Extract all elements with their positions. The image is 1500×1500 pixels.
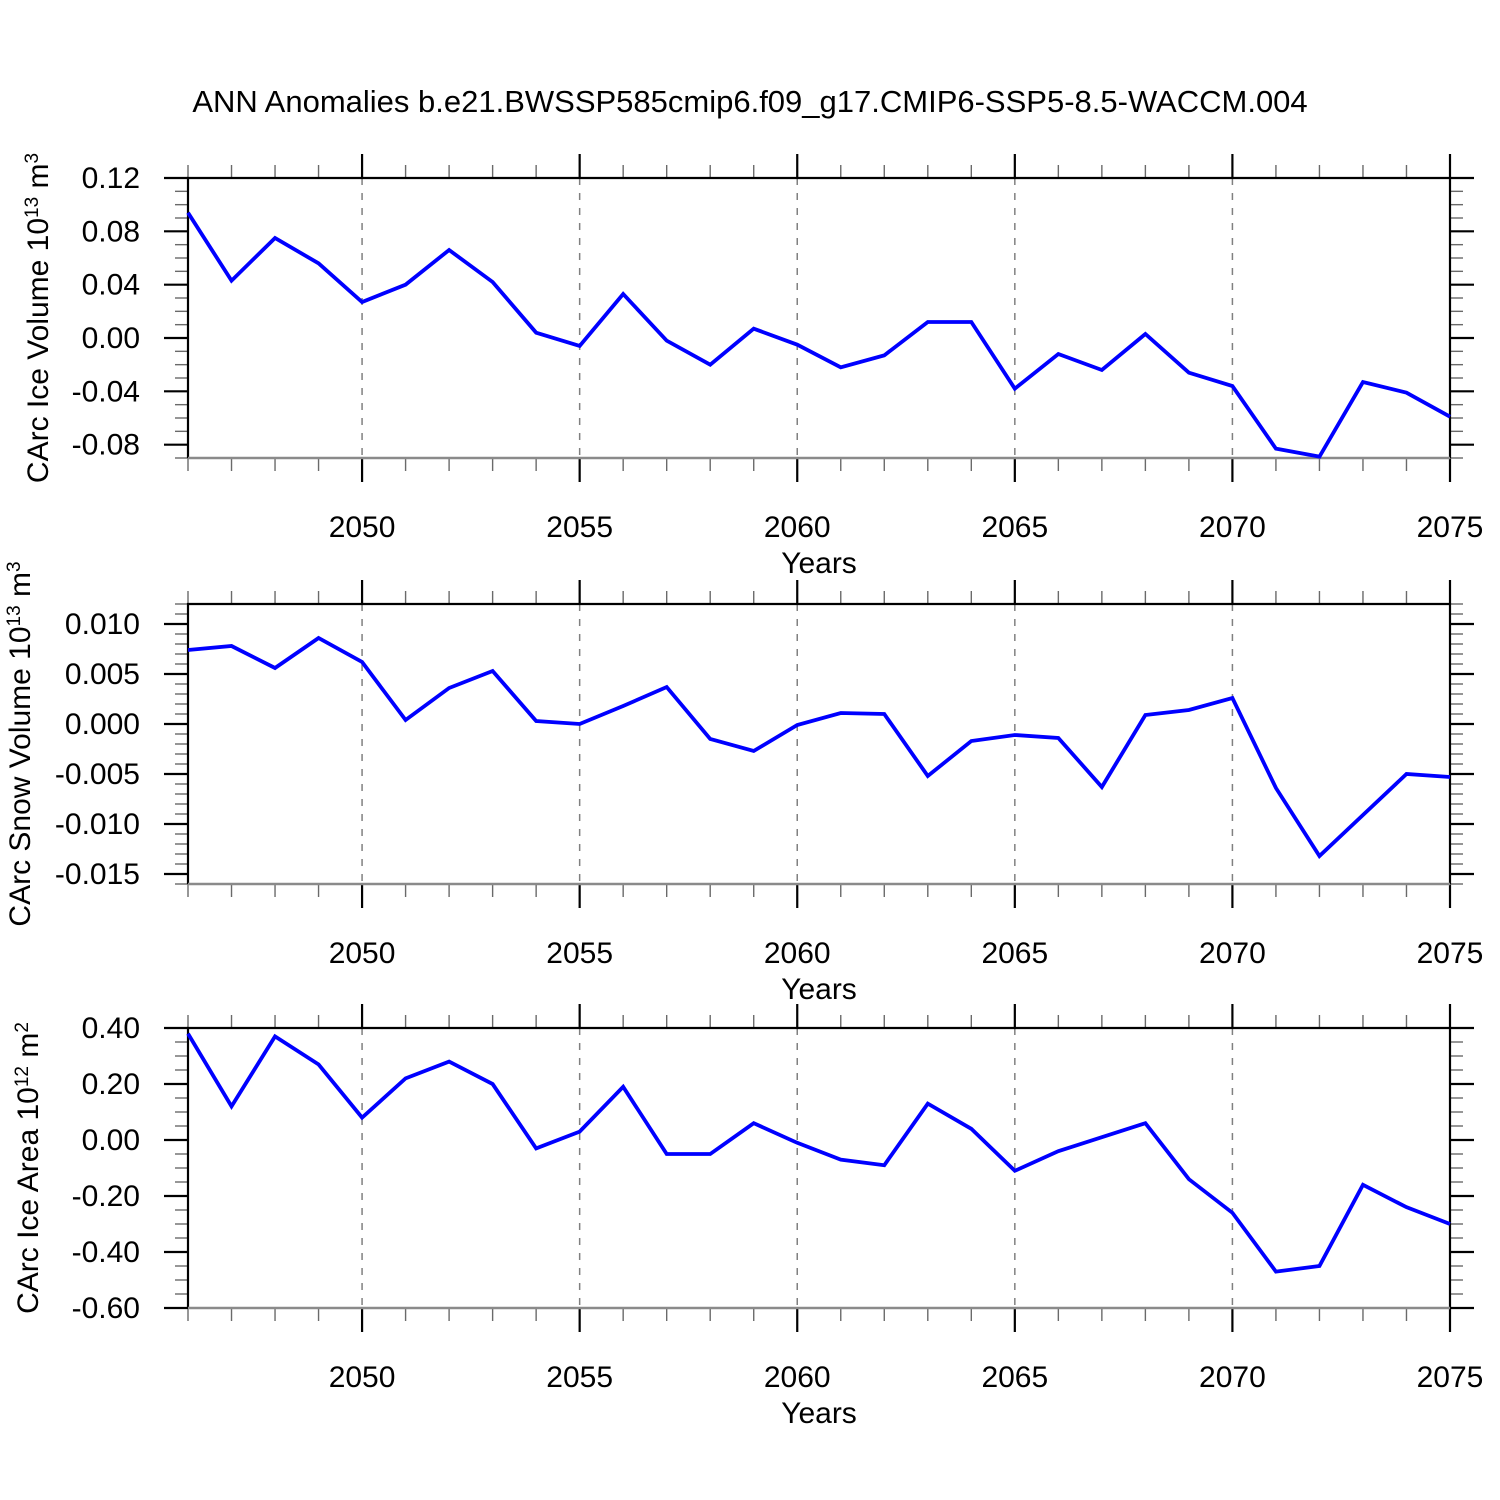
y-tick-label: -0.010: [55, 808, 140, 841]
y-tick-label: -0.04: [72, 375, 140, 408]
y-axis-title-carc-ice-volume: CArc Ice Volume 1013 m3: [22, 153, 55, 483]
y-tick-labels-carc-ice-volume: 0.12 0.08 0.04 0.00 -0.04 -0.08: [72, 162, 140, 462]
y-tick-label: 0.00: [82, 1124, 140, 1157]
x-tick-labels-carc-snow-volume: 2050 2055 2060 2065 2070 2075: [329, 937, 1484, 970]
x-tick-label: 2050: [329, 511, 396, 544]
x-tick-label: 2055: [546, 511, 613, 544]
ticks-carc-ice-volume: [164, 154, 1474, 482]
chart-title: ANN Anomalies b.e21.BWSSP585cmip6.f09_g1…: [192, 84, 1307, 119]
y-tick-label: 0.12: [82, 162, 140, 195]
ticks-carc-snow-volume: [164, 580, 1474, 908]
y-tick-label: 0.000: [65, 708, 140, 741]
x-tick-label: 2050: [329, 1361, 396, 1394]
plot-border-carc-snow-volume: [186, 602, 1452, 884]
x-tick-label: 2055: [546, 1361, 613, 1394]
y-tick-label: 0.005: [65, 658, 140, 691]
x-tick-label: 2050: [329, 937, 396, 970]
x-tick-label: 2060: [764, 937, 831, 970]
x-tick-label: 2055: [546, 937, 613, 970]
y-tick-label: 0.010: [65, 608, 140, 641]
y-tick-label: 0.00: [82, 322, 140, 355]
plot-border-carc-ice-volume: [186, 176, 1452, 458]
y-tick-label: -0.20: [72, 1180, 140, 1213]
y-tick-label: -0.08: [72, 429, 140, 462]
y-tick-label: 0.40: [82, 1012, 140, 1045]
x-tick-label: 2075: [1417, 937, 1484, 970]
plot-border-carc-ice-area: [186, 1026, 1452, 1308]
ticks-carc-ice-area: [164, 1004, 1474, 1332]
gridlines-carc-snow-volume: [361, 604, 1234, 884]
y-tick-label: -0.60: [72, 1292, 140, 1325]
y-tick-label: -0.015: [55, 858, 140, 891]
x-axis-title-carc-ice-volume: Years: [781, 547, 857, 580]
x-tick-label: 2070: [1199, 1361, 1266, 1394]
y-axis-title-carc-snow-volume: CArc Snow Volume 1013 m3: [4, 561, 37, 926]
x-tick-label: 2060: [764, 511, 831, 544]
x-tick-label: 2075: [1417, 511, 1484, 544]
x-axis-title-carc-ice-area: Years: [781, 1397, 857, 1430]
data-line-carc-ice-volume: [186, 211, 1451, 459]
y-tick-label: -0.005: [55, 758, 140, 791]
x-tick-label: 2065: [981, 937, 1048, 970]
x-tick-labels-carc-ice-volume: 2050 2055 2060 2065 2070 2075: [329, 511, 1484, 544]
x-tick-label: 2065: [981, 1361, 1048, 1394]
y-tick-label: 0.04: [82, 269, 140, 302]
x-tick-label: 2065: [981, 511, 1048, 544]
x-tick-label: 2070: [1199, 511, 1266, 544]
data-line-carc-ice-area: [186, 1032, 1451, 1274]
x-axis-title-carc-snow-volume: Years: [781, 973, 857, 1006]
y-tick-labels-carc-snow-volume: 0.010 0.005 0.000 -0.005 -0.010 -0.015: [55, 608, 140, 891]
y-tick-label: 0.20: [82, 1068, 140, 1101]
y-tick-label: 0.08: [82, 215, 140, 248]
gridlines-carc-ice-volume: [361, 178, 1234, 458]
y-tick-labels-carc-ice-area: 0.40 0.20 0.00 -0.20 -0.40 -0.60: [72, 1012, 140, 1325]
y-axis-title-carc-ice-area: CArc Ice Area 1012 m2: [12, 1022, 45, 1314]
x-tick-label: 2070: [1199, 937, 1266, 970]
x-tick-labels-carc-ice-area: 2050 2055 2060 2065 2070 2075: [329, 1361, 1484, 1394]
y-tick-label: -0.40: [72, 1236, 140, 1269]
data-line-carc-snow-volume: [187, 635, 1451, 859]
x-tick-label: 2060: [764, 1361, 831, 1394]
x-tick-label: 2075: [1417, 1361, 1484, 1394]
gridlines-carc-ice-area: [361, 1028, 1234, 1308]
